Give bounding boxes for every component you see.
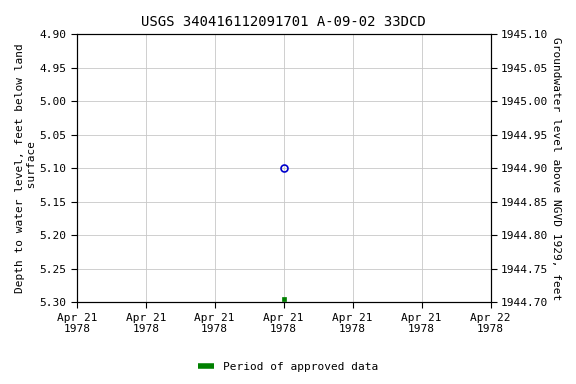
Y-axis label: Depth to water level, feet below land
 surface: Depth to water level, feet below land su… <box>15 43 37 293</box>
Title: USGS 340416112091701 A-09-02 33DCD: USGS 340416112091701 A-09-02 33DCD <box>141 15 426 29</box>
Y-axis label: Groundwater level above NGVD 1929, feet: Groundwater level above NGVD 1929, feet <box>551 37 561 300</box>
Legend: Period of approved data: Period of approved data <box>193 358 383 377</box>
